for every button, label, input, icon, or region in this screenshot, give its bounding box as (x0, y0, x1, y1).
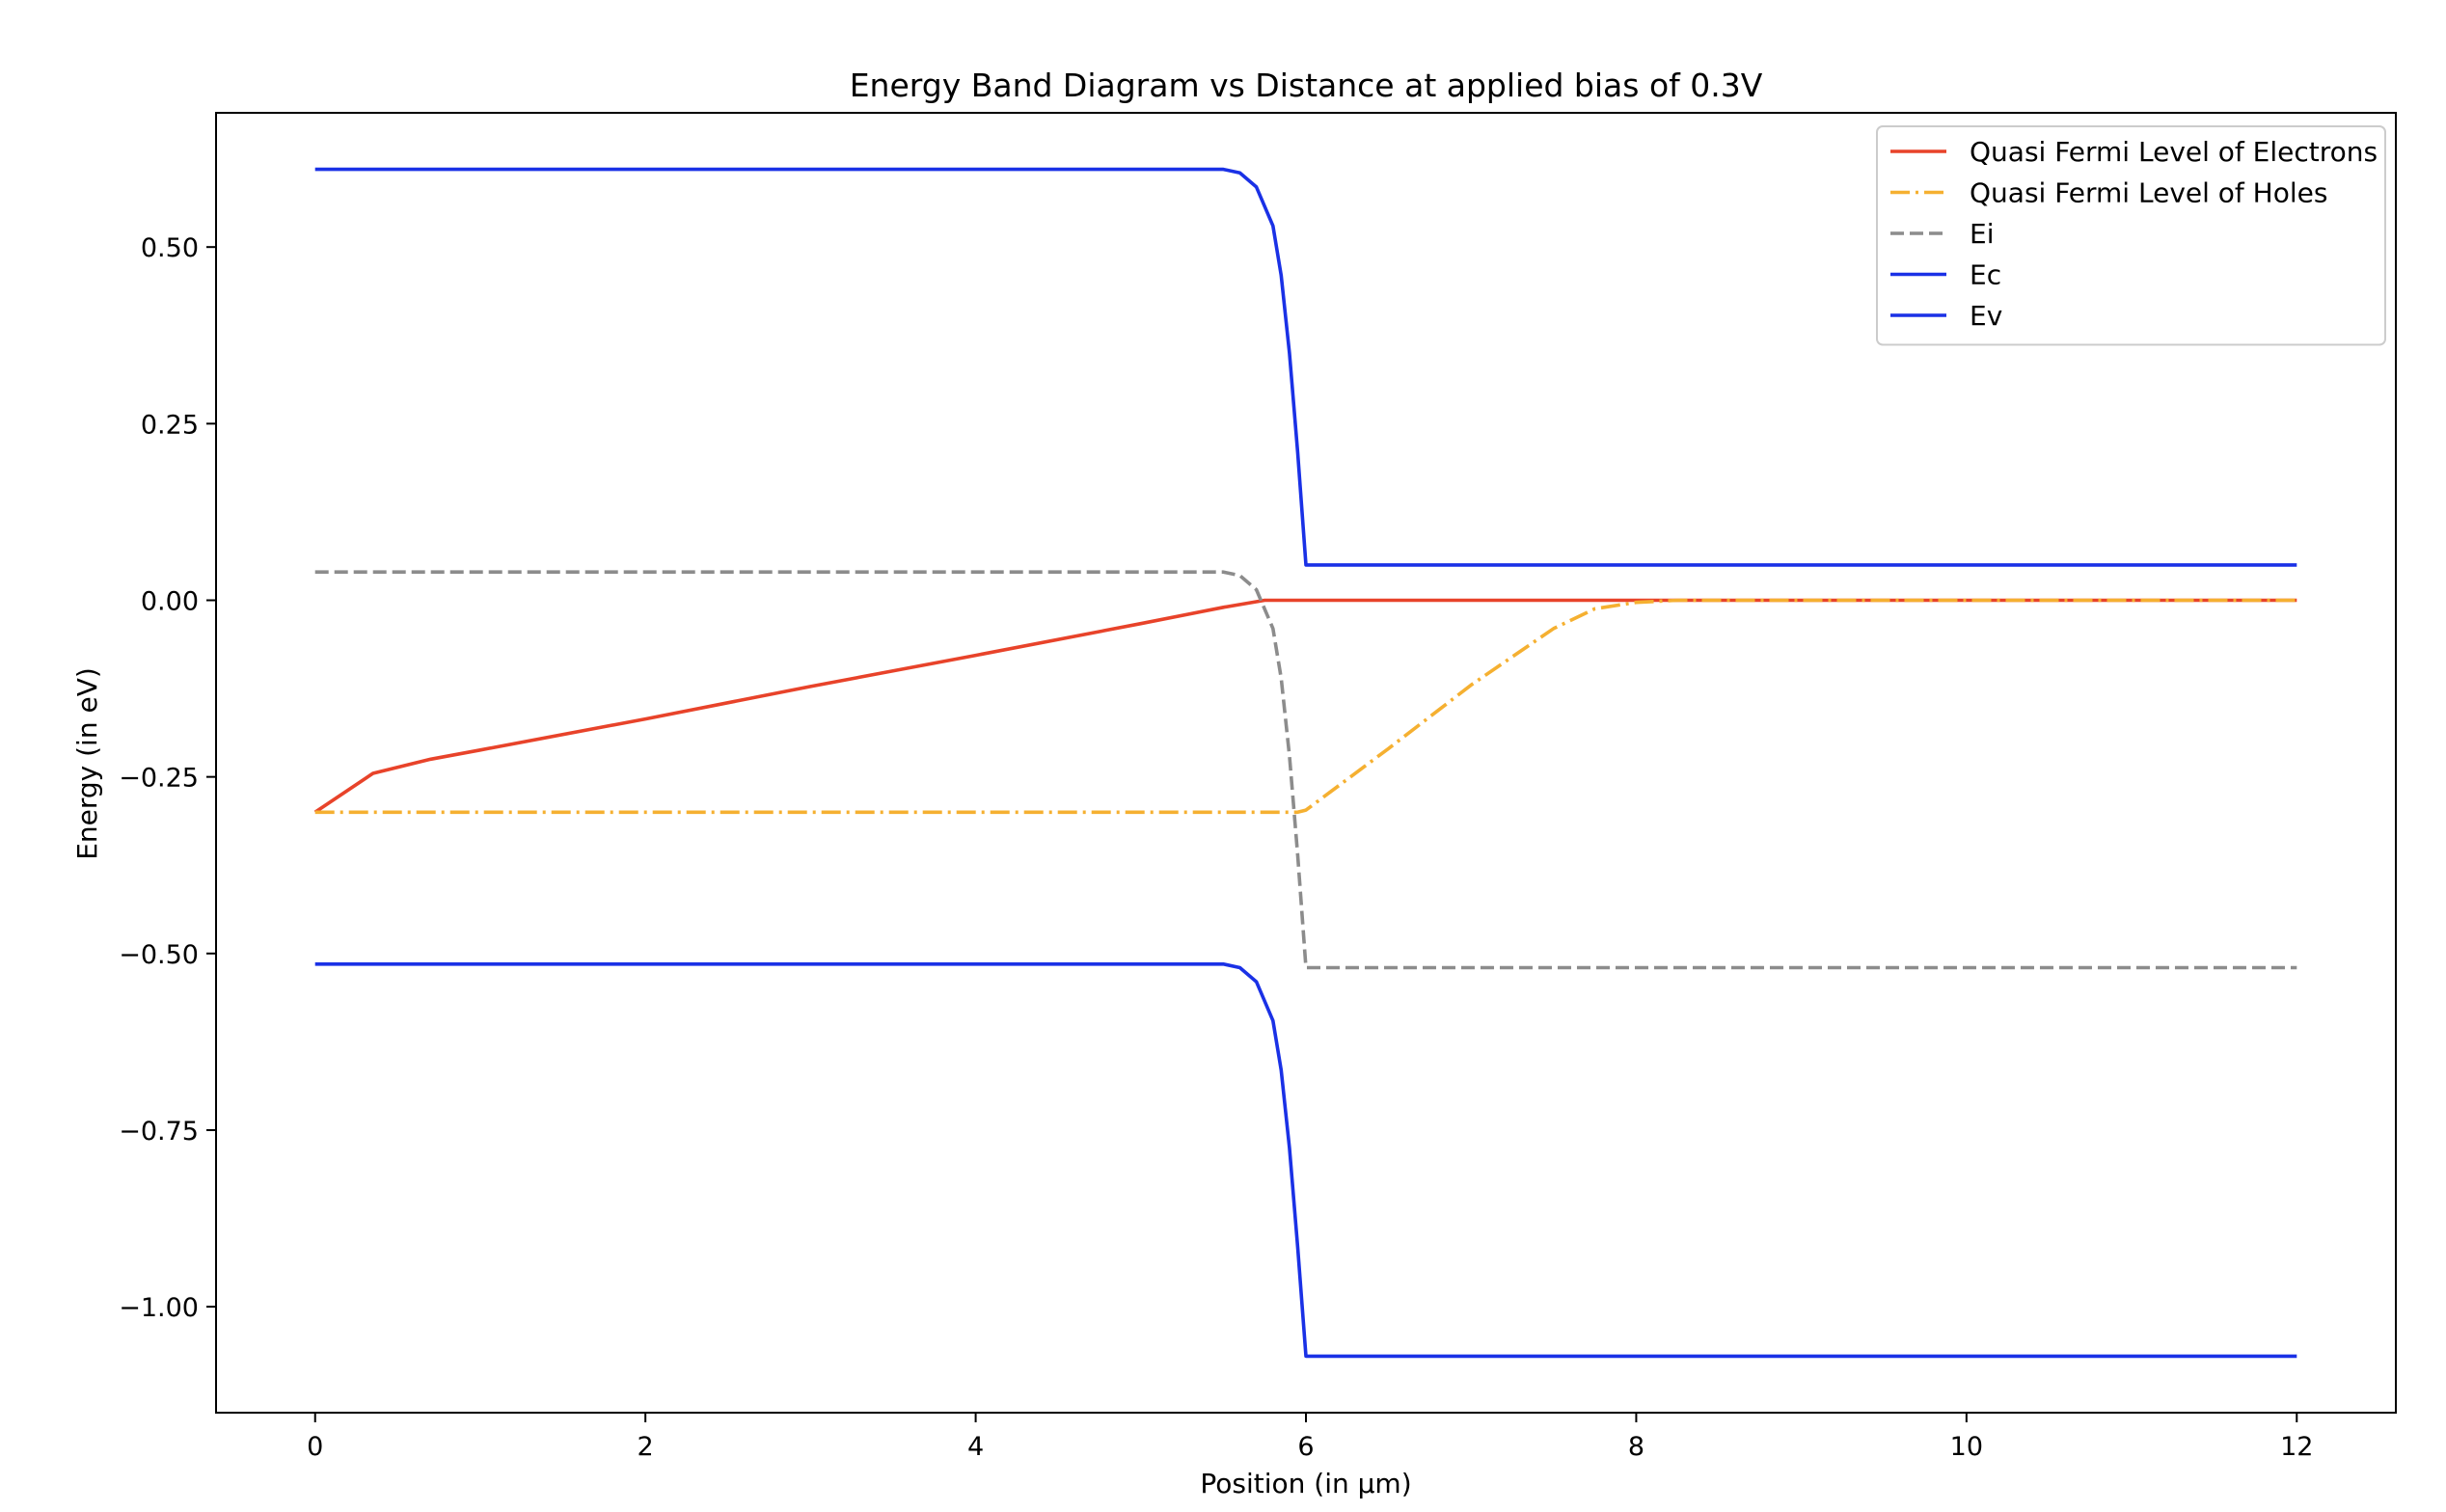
y-tick-label: −0.25 (119, 764, 199, 794)
legend-label: Ec (1970, 259, 2001, 291)
y-tick-label: 0.00 (141, 587, 199, 617)
x-tick-label: 0 (307, 1432, 323, 1462)
legend-label: Ev (1970, 300, 2002, 332)
x-tick-label: 10 (1950, 1432, 1983, 1462)
x-tick-label: 2 (638, 1432, 654, 1462)
x-tick-label: 6 (1297, 1432, 1314, 1462)
legend-label: Ei (1970, 218, 1994, 250)
x-axis-label: Position (in μm) (1200, 1468, 1411, 1499)
legend-box (1876, 125, 2386, 346)
legend-label: Quasi Fermi Level of Electrons (1970, 136, 2378, 168)
y-axis: 0.50 0.25 0.00 −0.25 −0.50 −0.75 −1.00 (119, 233, 216, 1323)
series-line-1 (314, 598, 2297, 815)
x-axis: 0 2 4 6 8 10 12 (307, 1413, 2313, 1462)
x-tick-label: 8 (1628, 1432, 1644, 1462)
y-tick-label: −1.00 (119, 1293, 199, 1323)
legend: Quasi Fermi Level of Electrons Quasi Ferm… (1876, 125, 2386, 346)
x-tick-label: 4 (967, 1432, 984, 1462)
series-line-2 (314, 570, 2297, 970)
y-tick-label: 0.50 (141, 233, 199, 263)
series-line-0 (313, 598, 2297, 814)
y-tick-label: −0.75 (119, 1117, 199, 1147)
legend-label: Quasi Fermi Level of Holes (1970, 177, 2327, 209)
y-tick-label: −0.50 (119, 940, 199, 970)
chart-title: Energy Band Diagram vs Distance at appli… (850, 67, 1763, 104)
series-line-3 (314, 167, 2297, 567)
x-tick-label: 12 (2280, 1432, 2313, 1462)
series-line-4 (314, 961, 2297, 1359)
plot-lines (313, 167, 2297, 1359)
y-axis-label: Energy (in eV) (71, 667, 103, 860)
y-tick-label: 0.25 (141, 410, 199, 440)
